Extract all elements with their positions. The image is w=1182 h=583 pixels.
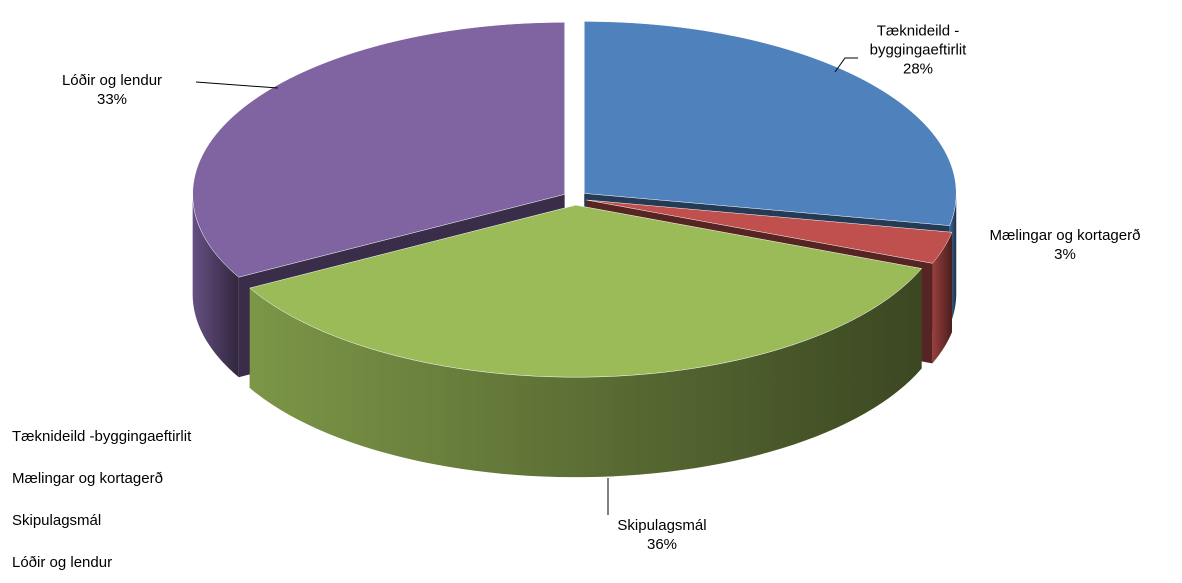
data-label: Skipulagsmál 36%: [617, 516, 706, 554]
data-label-name: Mælingar og kortagerð: [989, 227, 1141, 244]
data-label: Tæknideild -byggingaeftirlit 28%: [843, 22, 993, 79]
pie-slice: [249, 204, 923, 378]
legend-label: Tæknideild -byggingaeftirlit: [12, 428, 192, 445]
data-label-value: 3%: [1054, 246, 1076, 263]
data-label-name: Lóðir og lendur: [61, 72, 163, 89]
data-label-value: 36%: [646, 536, 678, 553]
data-label-name: Tæknideild -byggingaeftirlit: [869, 22, 967, 59]
data-label-value: 28%: [902, 60, 934, 78]
legend-item: Mælingar og kortagerð: [12, 470, 163, 487]
legend-label: Lóðir og lendur: [12, 554, 113, 571]
legend-item: Tæknideild -byggingaeftirlit: [12, 428, 191, 445]
data-label-value: 33%: [96, 91, 128, 108]
slice-wall: [932, 232, 952, 364]
pie-slice: [583, 21, 957, 226]
leader-line: [195, 81, 279, 89]
pie-slice: [586, 199, 953, 264]
data-label-name: Skipulagsmál: [617, 517, 707, 534]
pie-slice: [192, 22, 565, 278]
leader-line: [834, 57, 858, 73]
slice-wall: [192, 194, 239, 378]
legend-item: Skipulagsmál: [12, 512, 101, 529]
data-label: Mælingar og kortagerð 3%: [990, 226, 1141, 264]
legend-label: Mælingar og kortagerð: [12, 470, 163, 487]
data-label: Lóðir og lendur 33%: [62, 71, 162, 109]
legend-label: Skipulagsmál: [12, 512, 102, 529]
legend-item: Lóðir og lendur: [12, 554, 112, 571]
slice-wall: [249, 268, 922, 478]
